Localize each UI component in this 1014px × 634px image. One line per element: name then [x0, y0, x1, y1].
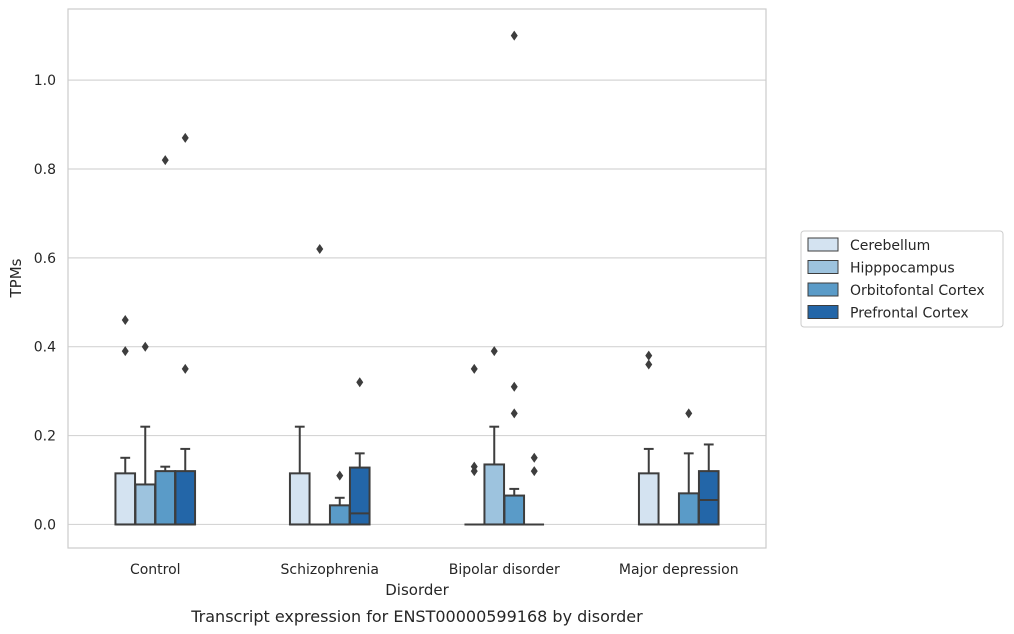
legend-label: Hipppocampus — [850, 261, 955, 277]
outlier-point — [316, 243, 324, 254]
outlier-point — [336, 470, 344, 481]
y-tick-label: 0.8 — [34, 162, 56, 178]
y-tick-label: 0.6 — [34, 251, 56, 267]
legend: Cerebellum Hipppocampus Orbitofontal Corte… — [800, 230, 1004, 328]
box — [503, 494, 526, 526]
outlier-point — [356, 377, 364, 388]
legend-label: Prefrontal Cortex — [850, 306, 969, 322]
box — [114, 472, 137, 526]
outlier-point — [685, 408, 693, 419]
y-tick-label: 0.2 — [34, 429, 56, 445]
outlier-point — [470, 466, 478, 477]
x-tick-label: Schizophrenia — [281, 562, 379, 578]
box — [328, 504, 351, 526]
box — [348, 466, 371, 526]
y-tick-label: 0.4 — [34, 340, 56, 356]
y-axis-label: TPMs — [7, 258, 25, 298]
outlier-point — [530, 452, 538, 463]
legend-label: Cerebellum — [850, 238, 930, 254]
chart-caption: Transcript expression for ENST0000059916… — [190, 607, 643, 626]
legend-frame — [800, 230, 1004, 328]
box — [154, 470, 177, 526]
x-axis-label: Disorder — [385, 581, 449, 599]
box — [288, 472, 311, 526]
series-hipppocampus — [134, 243, 679, 526]
box — [697, 470, 720, 526]
series-cerebellum — [114, 315, 660, 526]
plot-area-frame — [67, 8, 767, 549]
y-axis-ticks: 0.0 0.2 0.4 0.6 0.8 1.0 — [34, 73, 56, 533]
box-series — [114, 30, 720, 526]
box — [483, 463, 506, 526]
box — [637, 472, 660, 526]
outlier-point — [470, 363, 478, 374]
outlier-point — [530, 466, 538, 477]
y-tick-label: 1.0 — [34, 73, 56, 89]
outlier-point — [121, 315, 129, 326]
outlier-point — [510, 381, 518, 392]
x-tick-label: Bipolar disorder — [449, 562, 560, 578]
legend-label: Orbitofontal Cortex — [850, 283, 985, 299]
outlier-point — [141, 341, 149, 352]
x-tick-label: Major depression — [619, 562, 739, 578]
outlier-point — [490, 346, 498, 357]
box — [134, 483, 157, 526]
outlier-point — [510, 30, 518, 41]
legend-swatch — [807, 237, 839, 252]
outlier-point — [181, 363, 189, 374]
series-prefrontal-cortex — [174, 132, 720, 526]
y-tick-label: 0.0 — [34, 517, 56, 533]
box — [677, 492, 700, 526]
legend-swatch — [807, 260, 839, 274]
series-orbitofontal-cortex — [154, 30, 700, 526]
outlier-point — [645, 350, 653, 361]
x-tick-label: Control — [130, 562, 181, 578]
legend-swatch — [807, 282, 839, 297]
outlier-point — [181, 132, 189, 143]
outlier-point — [645, 359, 653, 370]
y-gridlines — [68, 79, 766, 526]
legend-swatch — [807, 305, 839, 319]
outlier-point — [161, 155, 169, 166]
outlier-point — [121, 346, 129, 357]
x-axis-ticks: Control Schizophrenia Bipolar disorder Majo… — [130, 562, 739, 578]
box — [174, 470, 197, 526]
outlier-point — [510, 408, 518, 419]
